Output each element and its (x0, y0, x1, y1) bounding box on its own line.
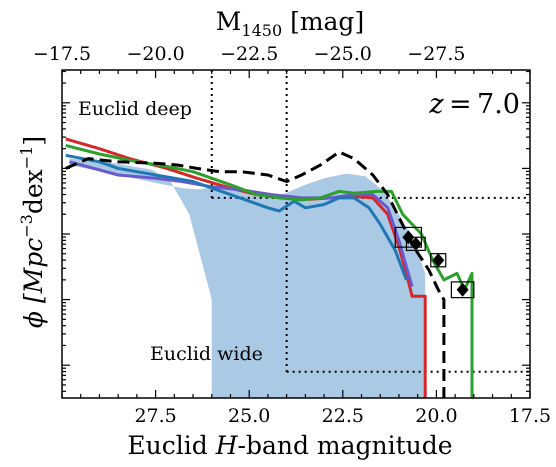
region-label: Euclid deep (78, 98, 192, 120)
x-tick-label: 27.5 (134, 405, 176, 427)
x-tick-label: 22.5 (322, 405, 364, 427)
region-label: Euclid wide (150, 343, 263, 365)
top-axis-title: M1450 [mag] (216, 7, 364, 40)
model-uncertainty-band (69, 158, 426, 398)
observation-point (432, 253, 445, 268)
x-tick-label: 20.0 (415, 405, 457, 427)
top-tick-label: −17.5 (33, 43, 91, 65)
axes: Euclid deep Euclid wide 27.5 25.0 22.5 20.0 17… (33, 43, 551, 427)
redshift-annotation: z = 7.0 (428, 89, 520, 120)
x-tick-label: 17.5 (509, 405, 551, 427)
y-axis-title: ϕ [Mpc−3dex−1] (17, 136, 48, 328)
model-line-5 (65, 150, 446, 398)
model-line-3 (65, 153, 408, 281)
model-line-4 (65, 143, 474, 398)
observation-point (456, 282, 469, 297)
observation-point (409, 236, 422, 251)
top-tick-label: −20.0 (126, 43, 184, 65)
plot-area (65, 70, 530, 398)
x-tick-label: 25.0 (228, 405, 270, 427)
x-axis-title: Euclid H-band magnitude (127, 431, 452, 460)
observation-error-box (450, 281, 475, 299)
top-tick-label: −22.5 (220, 43, 278, 65)
top-tick-label: −25.0 (314, 43, 372, 65)
top-tick-label: −27.5 (407, 43, 465, 65)
